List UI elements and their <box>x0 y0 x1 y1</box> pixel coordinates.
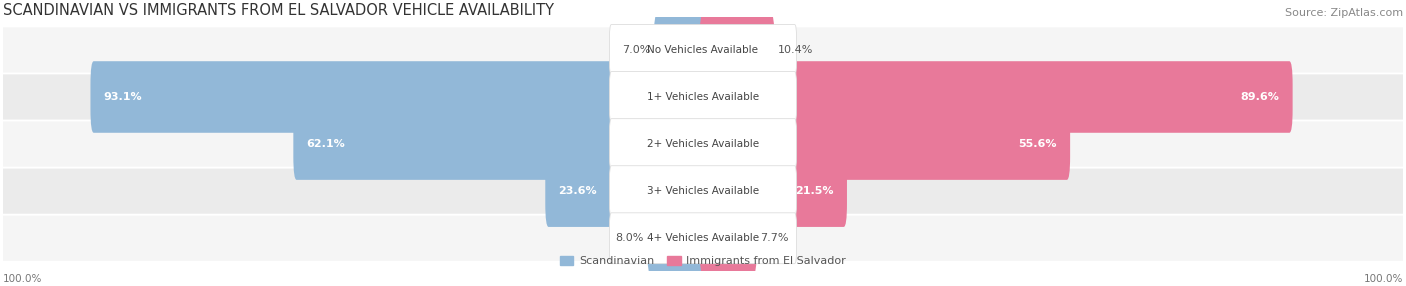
FancyBboxPatch shape <box>294 108 706 180</box>
FancyBboxPatch shape <box>700 14 775 86</box>
Text: 100.0%: 100.0% <box>1364 273 1403 283</box>
FancyBboxPatch shape <box>3 122 1403 167</box>
Text: 4+ Vehicles Available: 4+ Vehicles Available <box>647 233 759 243</box>
FancyBboxPatch shape <box>609 25 797 75</box>
Text: 3+ Vehicles Available: 3+ Vehicles Available <box>647 186 759 196</box>
FancyBboxPatch shape <box>609 119 797 170</box>
Legend: Scandinavian, Immigrants from El Salvador: Scandinavian, Immigrants from El Salvado… <box>555 252 851 271</box>
Text: No Vehicles Available: No Vehicles Available <box>648 45 758 55</box>
Text: 1+ Vehicles Available: 1+ Vehicles Available <box>647 92 759 102</box>
FancyBboxPatch shape <box>609 72 797 122</box>
Text: 10.4%: 10.4% <box>778 45 813 55</box>
Text: Source: ZipAtlas.com: Source: ZipAtlas.com <box>1285 8 1403 18</box>
Text: 100.0%: 100.0% <box>3 273 42 283</box>
FancyBboxPatch shape <box>700 155 846 227</box>
FancyBboxPatch shape <box>3 168 1403 214</box>
FancyBboxPatch shape <box>700 61 1292 133</box>
FancyBboxPatch shape <box>546 155 706 227</box>
Text: 7.0%: 7.0% <box>623 45 651 55</box>
Text: 23.6%: 23.6% <box>558 186 598 196</box>
Text: 2+ Vehicles Available: 2+ Vehicles Available <box>647 139 759 149</box>
FancyBboxPatch shape <box>700 108 1070 180</box>
FancyBboxPatch shape <box>90 61 706 133</box>
Text: 8.0%: 8.0% <box>616 233 644 243</box>
FancyBboxPatch shape <box>609 213 797 264</box>
Text: 55.6%: 55.6% <box>1018 139 1057 149</box>
FancyBboxPatch shape <box>700 202 756 274</box>
FancyBboxPatch shape <box>3 216 1403 261</box>
FancyBboxPatch shape <box>609 166 797 217</box>
Text: 89.6%: 89.6% <box>1240 92 1279 102</box>
Text: SCANDINAVIAN VS IMMIGRANTS FROM EL SALVADOR VEHICLE AVAILABILITY: SCANDINAVIAN VS IMMIGRANTS FROM EL SALVA… <box>3 3 554 18</box>
Text: 21.5%: 21.5% <box>796 186 834 196</box>
FancyBboxPatch shape <box>654 14 706 86</box>
FancyBboxPatch shape <box>3 74 1403 120</box>
Text: 7.7%: 7.7% <box>759 233 789 243</box>
Text: 62.1%: 62.1% <box>307 139 346 149</box>
FancyBboxPatch shape <box>3 27 1403 73</box>
FancyBboxPatch shape <box>647 202 706 274</box>
Text: 93.1%: 93.1% <box>104 92 142 102</box>
